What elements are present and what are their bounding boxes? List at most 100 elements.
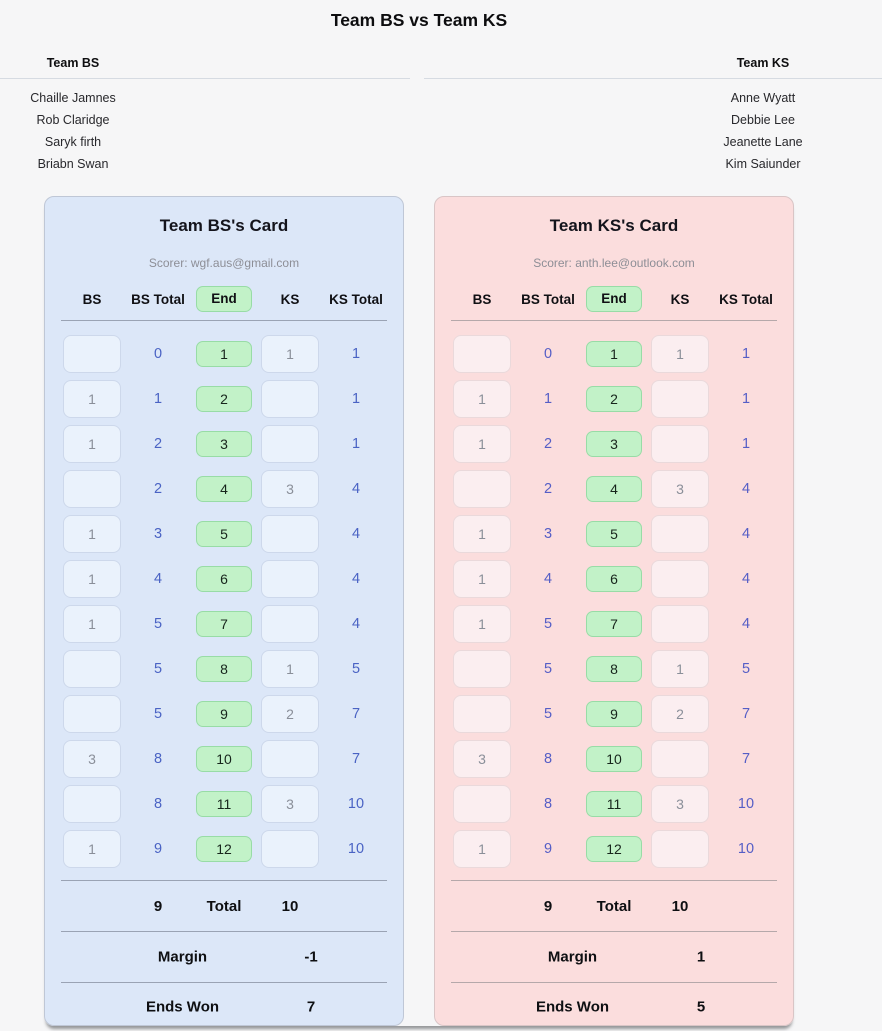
ks-running-total: 7 xyxy=(351,750,361,767)
ks-score-input[interactable] xyxy=(651,784,709,823)
end-number-pill: 7 xyxy=(196,610,252,637)
ks-running-total: 1 xyxy=(351,390,361,407)
bs-running-total: 2 xyxy=(543,480,553,497)
bs-score-input[interactable] xyxy=(63,514,121,553)
col-header-bs-total: BS Total xyxy=(521,291,575,307)
bs-score-input[interactable] xyxy=(63,469,121,508)
ks-score-input[interactable] xyxy=(651,514,709,553)
ks-score-input[interactable] xyxy=(651,739,709,778)
ks-score-input[interactable] xyxy=(651,694,709,733)
ks-score-input[interactable] xyxy=(261,559,319,598)
bs-running-total: 4 xyxy=(153,570,163,587)
bs-score-input[interactable] xyxy=(453,739,511,778)
bs-final-total: 9 xyxy=(543,897,553,915)
column-headers: BS BS Total End KS KS Total xyxy=(435,286,793,312)
bs-score-input[interactable] xyxy=(63,739,121,778)
ks-running-total: 1 xyxy=(741,435,751,452)
ks-score-input[interactable] xyxy=(261,604,319,643)
bs-score-input[interactable] xyxy=(63,829,121,868)
bs-score-input[interactable] xyxy=(453,514,511,553)
player-name: Rob Claridge xyxy=(36,113,110,127)
bs-score-input[interactable] xyxy=(453,379,511,418)
bs-score-input[interactable] xyxy=(63,784,121,823)
ks-final-total: 10 xyxy=(671,897,689,915)
bs-running-total: 0 xyxy=(543,345,553,362)
ks-score-input[interactable] xyxy=(651,829,709,868)
end-number-pill: 2 xyxy=(196,385,252,412)
col-header-end: End xyxy=(196,286,252,312)
card-title: Team BS's Card xyxy=(159,216,289,235)
ks-score-input[interactable] xyxy=(261,334,319,373)
col-header-bs-total: BS Total xyxy=(131,291,185,307)
ks-score-input[interactable] xyxy=(261,739,319,778)
end-number-pill: 1 xyxy=(586,340,642,367)
bs-score-input[interactable] xyxy=(63,334,121,373)
ks-score-input[interactable] xyxy=(651,334,709,373)
ks-running-total: 1 xyxy=(741,345,751,362)
score-row: 2 3 1 xyxy=(45,421,403,466)
bs-running-total: 9 xyxy=(153,840,163,857)
score-row: 5 8 5 xyxy=(435,646,793,691)
players-lists: Chaille Jamnes Rob Claridge Saryk firth … xyxy=(0,87,882,175)
bs-score-input[interactable] xyxy=(63,379,121,418)
score-row: 9 12 10 xyxy=(45,826,403,871)
bs-score-input[interactable] xyxy=(453,604,511,643)
col-header-bs: BS xyxy=(82,291,102,307)
end-number-pill: 11 xyxy=(196,790,252,817)
bs-score-input[interactable] xyxy=(453,559,511,598)
bs-score-input[interactable] xyxy=(453,424,511,463)
ks-score-input[interactable] xyxy=(651,604,709,643)
bs-score-input[interactable] xyxy=(453,694,511,733)
end-number-pill: 5 xyxy=(586,520,642,547)
ends-won-value: 7 xyxy=(306,998,316,1015)
ks-score-input[interactable] xyxy=(651,379,709,418)
bs-score-input[interactable] xyxy=(63,649,121,688)
ks-score-input[interactable] xyxy=(261,829,319,868)
score-row: 2 3 1 xyxy=(435,421,793,466)
ks-running-total: 7 xyxy=(741,705,751,722)
score-row: 8 10 7 xyxy=(435,736,793,781)
ks-score-input[interactable] xyxy=(651,559,709,598)
bs-running-total: 3 xyxy=(153,525,163,542)
bs-score-input[interactable] xyxy=(63,424,121,463)
scorer-label: Scorer: wgf.aus@gmail.com xyxy=(148,256,300,270)
ks-score-input[interactable] xyxy=(261,649,319,688)
team-ks-name: Team KS xyxy=(736,56,790,70)
bs-score-input[interactable] xyxy=(63,604,121,643)
bs-score-input[interactable] xyxy=(453,829,511,868)
ks-running-total: 1 xyxy=(741,390,751,407)
score-row: 5 9 7 xyxy=(45,691,403,736)
ks-score-input[interactable] xyxy=(261,469,319,508)
ks-score-input[interactable] xyxy=(261,694,319,733)
ks-score-input[interactable] xyxy=(261,424,319,463)
ks-score-input[interactable] xyxy=(651,469,709,508)
score-row: 4 6 4 xyxy=(435,556,793,601)
ks-running-total: 7 xyxy=(351,705,361,722)
column-headers: BS BS Total End KS KS Total xyxy=(45,286,403,312)
ends-won-value: 5 xyxy=(696,998,706,1015)
col-header-ks: KS xyxy=(280,291,300,307)
ks-running-total: 10 xyxy=(347,795,365,812)
ks-score-input[interactable] xyxy=(261,514,319,553)
ks-running-total: 4 xyxy=(351,570,361,587)
col-header-ks: KS xyxy=(670,291,690,307)
ks-score-input[interactable] xyxy=(651,424,709,463)
team-bs-scorecard: Team BS's Card Scorer: wgf.aus@gmail.com… xyxy=(44,196,404,1026)
ks-running-total: 4 xyxy=(741,570,751,587)
ks-running-total: 5 xyxy=(351,660,361,677)
bs-score-input[interactable] xyxy=(63,559,121,598)
ks-score-input[interactable] xyxy=(261,784,319,823)
end-number-pill: 1 xyxy=(196,340,252,367)
bs-score-input[interactable] xyxy=(63,694,121,733)
bs-score-input[interactable] xyxy=(453,784,511,823)
margin-value: 1 xyxy=(696,948,706,966)
ks-score-input[interactable] xyxy=(651,649,709,688)
bs-score-input[interactable] xyxy=(453,469,511,508)
bs-score-input[interactable] xyxy=(453,334,511,373)
ks-score-input[interactable] xyxy=(261,379,319,418)
ks-running-total: 4 xyxy=(351,525,361,542)
end-number-pill: 3 xyxy=(586,430,642,457)
bs-score-input[interactable] xyxy=(453,649,511,688)
divider xyxy=(451,320,777,321)
score-rows: 0 1 1 1 2 1 2 3 1 2 4 4 3 5 4 4 6 4 5 7 xyxy=(45,331,403,871)
